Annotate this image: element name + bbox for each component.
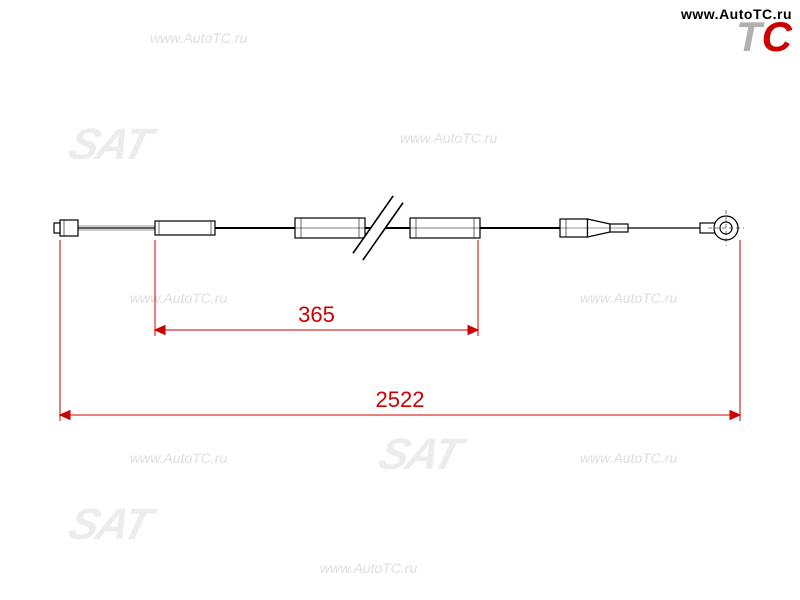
technical-drawing: 365 2522: [0, 0, 800, 600]
dimension-label: 2522: [376, 387, 425, 412]
site-logo: www.AutoTC.ruTC: [681, 6, 792, 56]
logo-tc: TC: [681, 18, 792, 56]
dimension-label: 365: [298, 302, 335, 327]
